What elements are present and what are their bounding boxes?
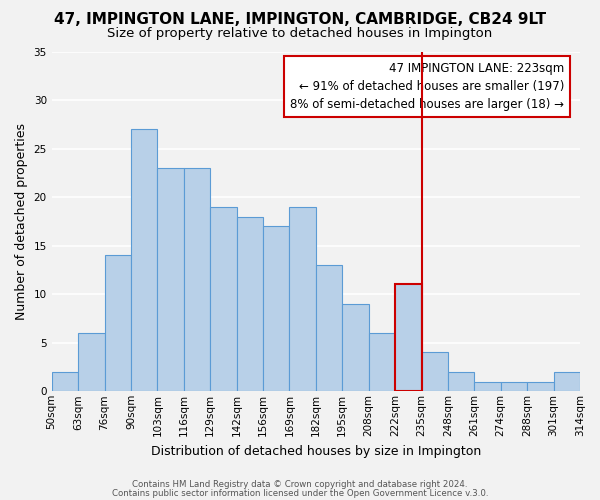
Bar xyxy=(501,382,527,392)
Bar xyxy=(289,207,316,392)
Bar xyxy=(527,382,554,392)
Text: 47 IMPINGTON LANE: 223sqm
← 91% of detached houses are smaller (197)
8% of semi-: 47 IMPINGTON LANE: 223sqm ← 91% of detac… xyxy=(290,62,564,110)
Bar xyxy=(236,216,263,392)
Text: Contains public sector information licensed under the Open Government Licence v.: Contains public sector information licen… xyxy=(112,489,488,498)
Bar xyxy=(421,352,448,392)
Bar xyxy=(368,333,395,392)
Bar xyxy=(104,256,131,392)
X-axis label: Distribution of detached houses by size in Impington: Distribution of detached houses by size … xyxy=(151,444,481,458)
Text: Size of property relative to detached houses in Impington: Size of property relative to detached ho… xyxy=(107,28,493,40)
Bar xyxy=(554,372,580,392)
Text: Contains HM Land Registry data © Crown copyright and database right 2024.: Contains HM Land Registry data © Crown c… xyxy=(132,480,468,489)
Bar xyxy=(184,168,210,392)
Bar xyxy=(210,207,236,392)
Bar xyxy=(131,129,157,392)
Bar xyxy=(52,372,78,392)
Bar xyxy=(316,265,342,392)
Bar xyxy=(342,304,368,392)
Bar xyxy=(263,226,289,392)
Text: 47, IMPINGTON LANE, IMPINGTON, CAMBRIDGE, CB24 9LT: 47, IMPINGTON LANE, IMPINGTON, CAMBRIDGE… xyxy=(54,12,546,28)
Bar xyxy=(448,372,475,392)
Bar xyxy=(395,284,421,392)
Bar xyxy=(78,333,104,392)
Y-axis label: Number of detached properties: Number of detached properties xyxy=(15,123,28,320)
Bar xyxy=(475,382,501,392)
Bar xyxy=(157,168,184,392)
